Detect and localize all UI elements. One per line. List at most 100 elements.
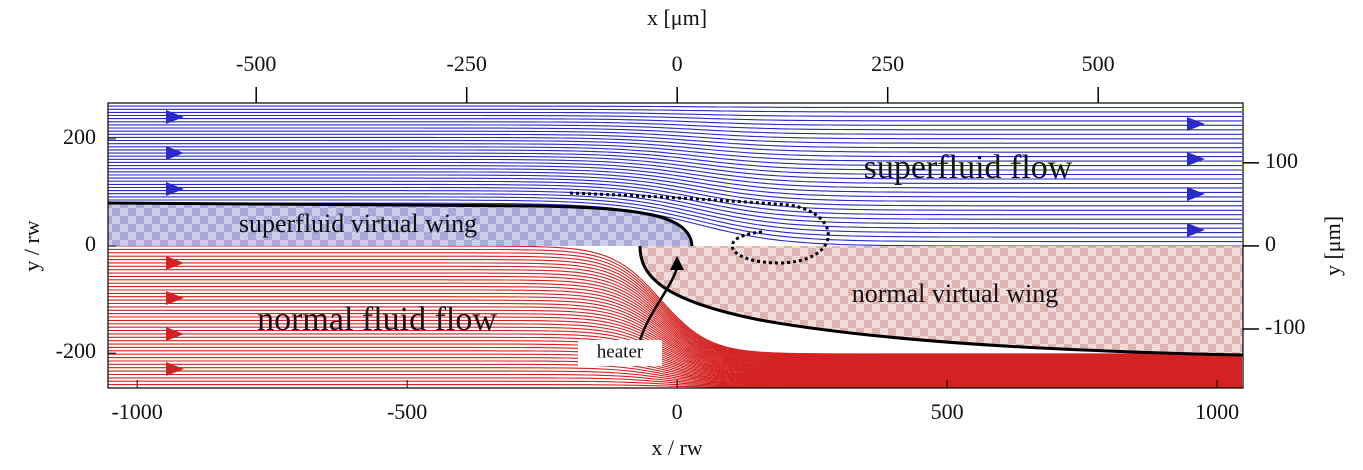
streamline	[108, 346, 1242, 379]
y-axis-label: y / rw	[19, 220, 44, 271]
streamline	[108, 326, 1242, 374]
streamline	[108, 121, 1242, 131]
streamline	[108, 174, 1242, 207]
annotation: heater	[597, 341, 644, 362]
streamline	[108, 149, 1242, 171]
x-tick-label: 500	[931, 399, 964, 424]
streamline	[108, 373, 1242, 386]
streamline	[108, 384, 1242, 388]
streamline	[108, 196, 1242, 238]
streamline	[108, 259, 1242, 358]
arrow	[1187, 117, 1205, 237]
streamline	[108, 180, 1242, 216]
y2-tick-label: -100	[1265, 314, 1305, 339]
streamline	[108, 177, 1242, 211]
streamline	[108, 363, 1242, 383]
streamline	[108, 336, 1242, 377]
streamline	[108, 367, 1242, 384]
streamlines	[108, 103, 1242, 388]
annotation: normal virtual wing	[852, 279, 1059, 308]
streamline	[108, 118, 1242, 126]
wing-boundary	[638, 245, 1244, 357]
streamline	[108, 139, 1242, 158]
streamline	[108, 105, 1242, 109]
streamline	[108, 143, 1242, 162]
x-tick-label: 0	[672, 399, 683, 424]
streamline	[108, 282, 1242, 364]
heater-arrow	[638, 267, 679, 341]
streamline	[108, 360, 1242, 383]
annotation: superfluid virtual wing	[239, 209, 477, 238]
streamline	[108, 292, 1242, 366]
streamline	[108, 124, 1242, 135]
streamline	[108, 193, 1242, 234]
flow-arrows	[166, 110, 1205, 376]
x2-tick-label: -500	[236, 51, 276, 76]
x2-tick-label: -250	[447, 51, 487, 76]
streamline	[108, 146, 1242, 167]
streamline	[108, 168, 1242, 198]
annotation: superfluid flow	[864, 149, 1073, 186]
streamline	[108, 296, 1242, 367]
x2-tick-label: 250	[871, 51, 904, 76]
streamline	[108, 340, 1242, 378]
streamline	[108, 165, 1242, 193]
streamline	[108, 299, 1242, 368]
streamline	[108, 316, 1242, 372]
y2-tick-label: 100	[1265, 148, 1298, 173]
x-tick-label: -500	[387, 399, 427, 424]
streamline	[108, 265, 1242, 360]
streamline	[108, 353, 1242, 381]
x-axis-label: x / rw	[651, 435, 702, 460]
streamline	[108, 262, 1242, 359]
streamline	[108, 286, 1242, 365]
x-tick-label: 1000	[1195, 399, 1239, 424]
streamline	[108, 199, 1242, 243]
streamline	[108, 127, 1242, 140]
x2-tick-label: 500	[1082, 51, 1115, 76]
streamline	[108, 313, 1242, 371]
streamline	[108, 190, 1242, 229]
streamline	[108, 158, 1242, 185]
streamline	[108, 114, 1242, 122]
streamline	[108, 171, 1242, 202]
y2-axis-label: y [μm]	[1320, 216, 1345, 276]
streamline	[108, 329, 1242, 375]
streamline	[108, 333, 1242, 376]
x2-axis-label: x [μm]	[647, 5, 707, 30]
x-tick-label: -1000	[111, 399, 162, 424]
y2-tick-label: 0	[1265, 231, 1276, 256]
streamline	[108, 377, 1242, 387]
streamline	[108, 269, 1242, 361]
streamline	[108, 289, 1242, 366]
heater-arrowhead	[670, 256, 684, 270]
streamline	[108, 357, 1242, 382]
streamline	[108, 130, 1242, 144]
streamline	[108, 161, 1242, 189]
arrow	[166, 110, 184, 196]
streamline	[108, 108, 1242, 113]
vortex-outline	[569, 191, 830, 265]
streamline	[108, 152, 1242, 176]
streamline	[108, 302, 1242, 369]
streamline	[108, 343, 1242, 379]
streamline	[108, 279, 1242, 363]
arrow	[166, 256, 184, 376]
streamline	[108, 380, 1242, 387]
streamline	[108, 252, 1242, 357]
normal-wing	[640, 246, 1243, 355]
y-tick-label: 0	[85, 231, 96, 256]
streamline	[108, 136, 1242, 153]
streamline	[108, 272, 1242, 361]
wing-boundary	[107, 201, 694, 247]
superfluid-wing	[108, 203, 692, 246]
label-background	[578, 340, 662, 366]
streamline	[108, 319, 1242, 373]
streamline	[108, 111, 1242, 117]
y-tick-label: -200	[56, 338, 96, 363]
streamline	[108, 309, 1242, 370]
streamline	[108, 350, 1242, 380]
streamline	[108, 255, 1242, 357]
